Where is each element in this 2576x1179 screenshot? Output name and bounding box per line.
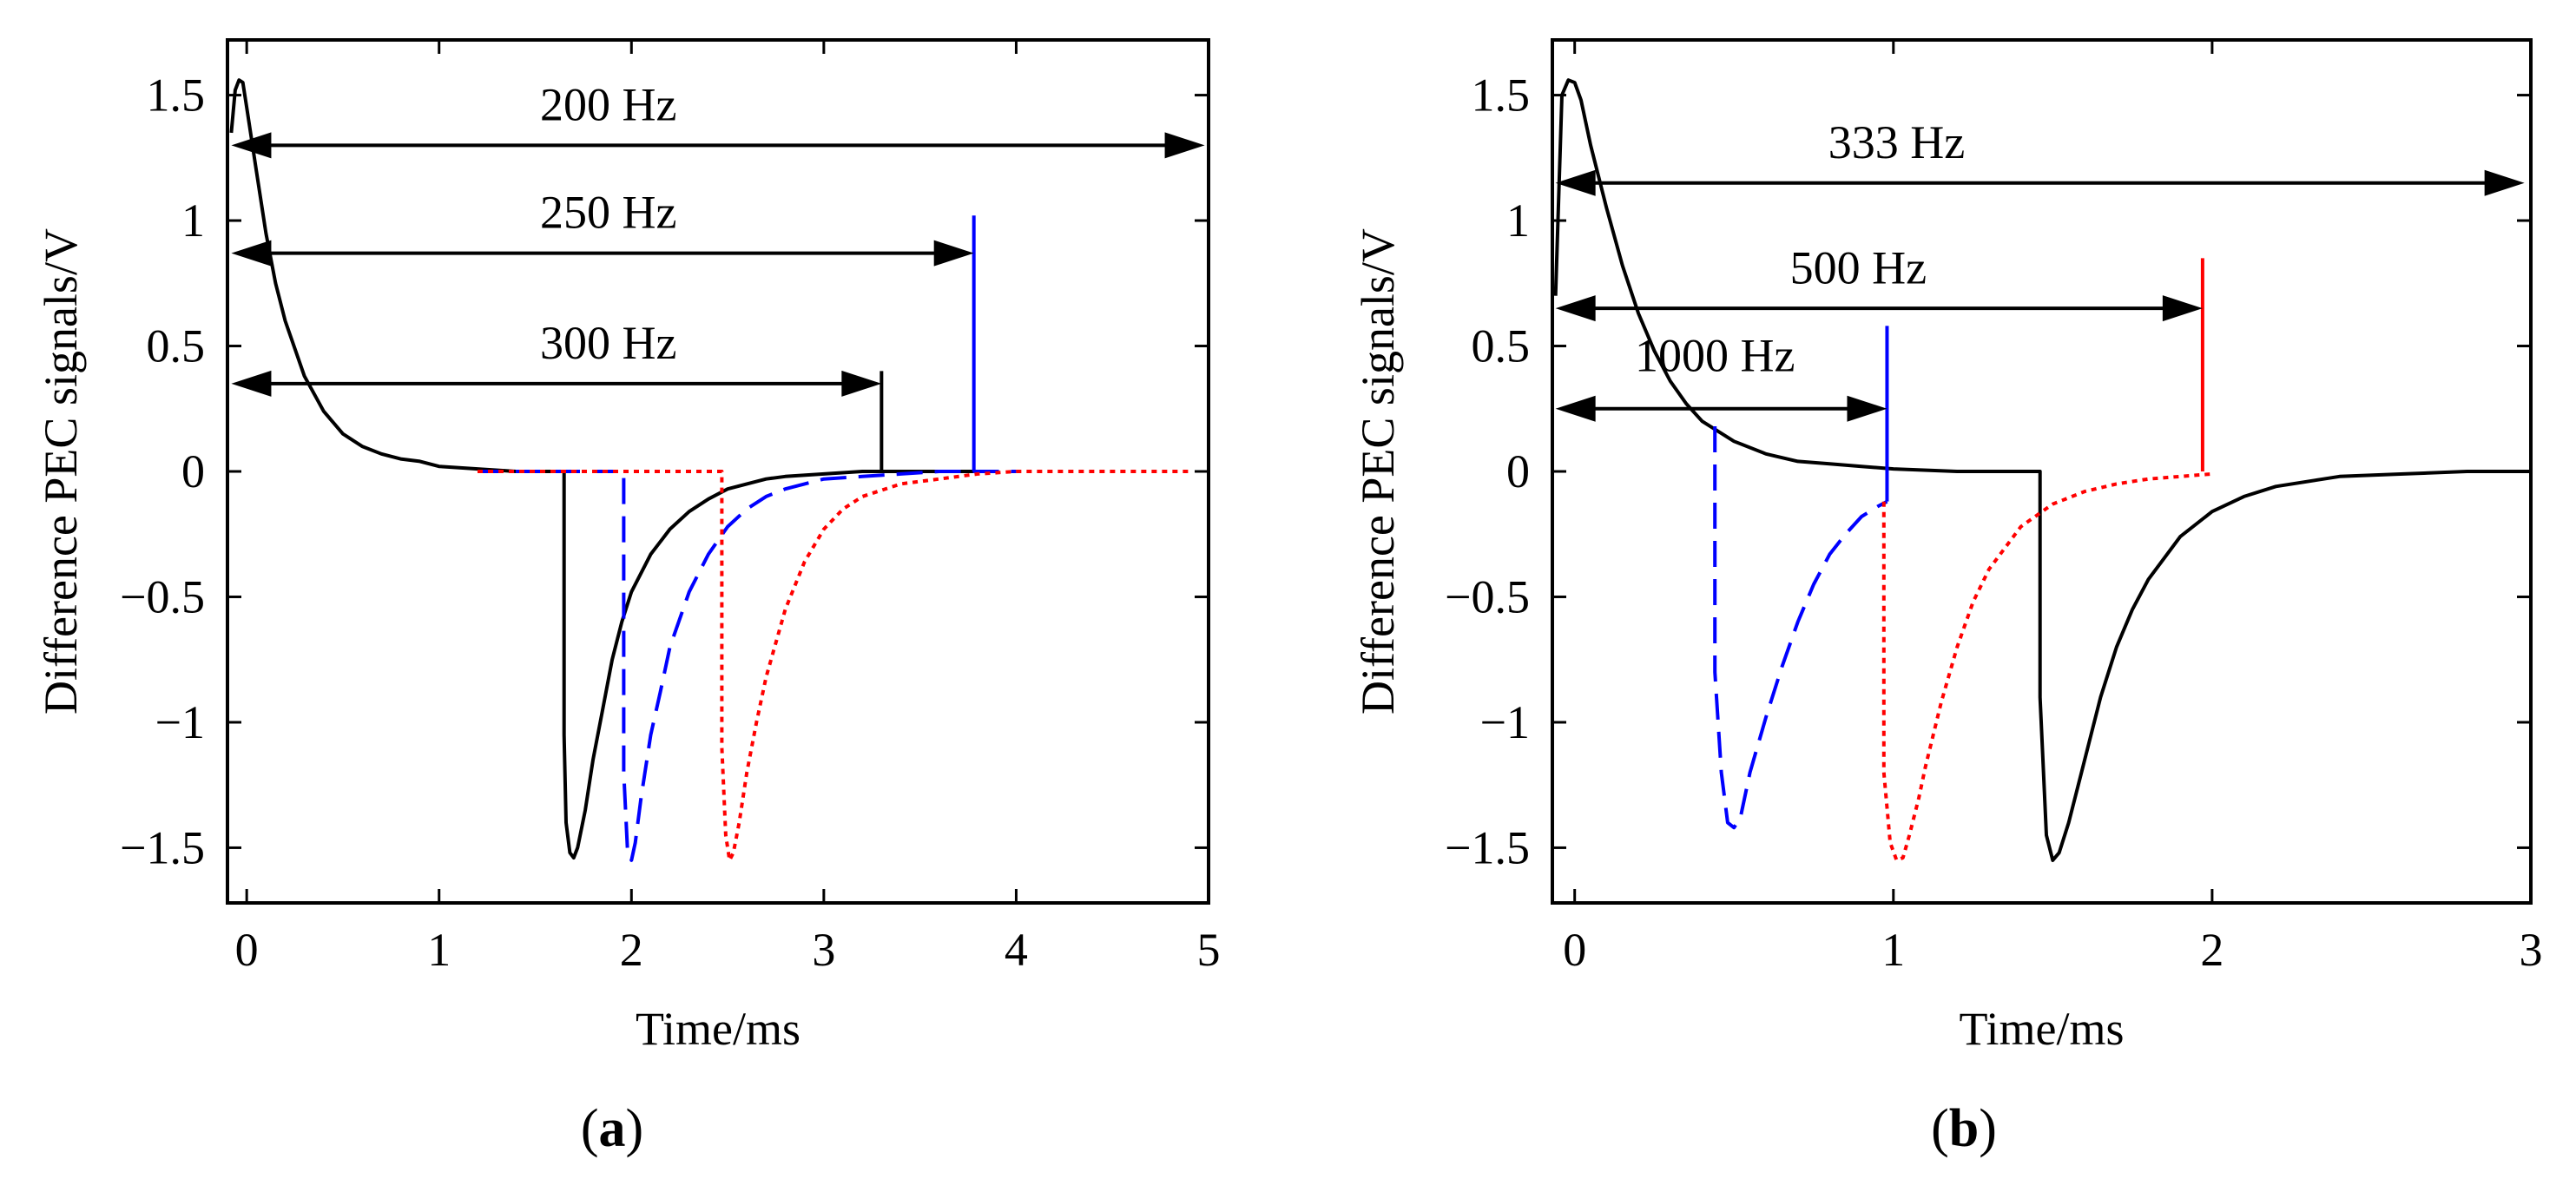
panel-a: 0 1 2 3 4 5 1.5 1 0.5 0 −0.5 −1 −1.5 Time/ms Differenc… [35, 38, 1221, 1158]
arrow-head-left-icon [1555, 169, 1596, 196]
frequency-annotation-label: 300 Hz [540, 317, 676, 369]
y-tick-label: 1.5 [1472, 69, 1531, 122]
series-line-333-hz [1553, 78, 2531, 862]
frequency-annotation-label: 200 Hz [540, 78, 676, 130]
x-tick-label: 0 [1563, 924, 1586, 976]
frequency-annotation-label: 333 Hz [1828, 116, 1965, 168]
x-tick-label: 3 [812, 924, 835, 976]
series-line-250-hz [478, 470, 1017, 862]
x-tick-label: 5 [1197, 924, 1221, 976]
x-tick-label: 2 [620, 924, 643, 976]
arrow-head-left-icon [1555, 395, 1596, 422]
panel-b: 0 1 2 3 1.5 1 0.5 0 −0.5 −1 −1.5 Time/ms Difference … [1352, 38, 2543, 1158]
frequency-annotation-label: 1000 Hz [1635, 329, 1795, 381]
panel-caption: (a) [581, 1099, 643, 1158]
panel-caption: (b) [1931, 1099, 1997, 1158]
y-tick-label: −1 [155, 696, 205, 748]
x-axis-label: Time/ms [1959, 1003, 2124, 1055]
y-tick-label: 1 [1506, 194, 1530, 247]
frequency-annotation-label: 500 Hz [1790, 241, 1927, 293]
y-tick-label: 0 [181, 445, 205, 497]
y-tick-label: −0.5 [120, 570, 205, 622]
arrow-head-left-icon [231, 370, 272, 397]
y-tick-label: −1.5 [120, 821, 205, 873]
y-tick-label: −1.5 [1445, 821, 1530, 873]
y-tick-label: −1 [1480, 696, 1530, 748]
arrow-head-right-icon [2162, 295, 2203, 322]
series-line-200-hz [229, 78, 998, 860]
x-tick-label: 0 [235, 924, 259, 976]
x-tick-label: 1 [1881, 924, 1905, 976]
series-group [229, 78, 1189, 862]
y-tick-label: 0 [1506, 445, 1530, 497]
y-tick-label: 0.5 [1472, 320, 1531, 372]
x-tick-label: 2 [2200, 924, 2224, 976]
arrow-head-left-icon [231, 240, 272, 267]
series-group [1553, 78, 2531, 862]
series-line-500-hz [1881, 471, 2213, 862]
series-line-1000-hz [1713, 426, 1888, 830]
y-axis-label: Difference PEC signals/V [35, 228, 87, 715]
y-axis-label: Difference PEC signals/V [1352, 228, 1404, 715]
arrow-head-right-icon [1847, 395, 1888, 422]
frequency-annotation-label: 250 Hz [540, 187, 676, 239]
y-tick-label: 1.5 [147, 69, 206, 122]
series-line-300-hz [478, 470, 1189, 862]
y-tick-label: 1 [181, 194, 205, 247]
x-tick-label: 4 [1005, 924, 1028, 976]
y-tick-label: 0.5 [147, 320, 206, 372]
arrow-head-right-icon [841, 370, 882, 397]
arrow-head-left-icon [1555, 295, 1596, 322]
arrow-head-right-icon [1164, 132, 1205, 159]
y-tick-label: −0.5 [1445, 570, 1530, 622]
x-tick-label: 3 [2520, 924, 2543, 976]
x-axis-label: Time/ms [636, 1003, 800, 1055]
arrow-head-right-icon [933, 240, 974, 267]
x-tick-label: 1 [427, 924, 451, 976]
arrow-head-right-icon [2484, 169, 2525, 196]
arrow-head-left-icon [231, 132, 272, 159]
